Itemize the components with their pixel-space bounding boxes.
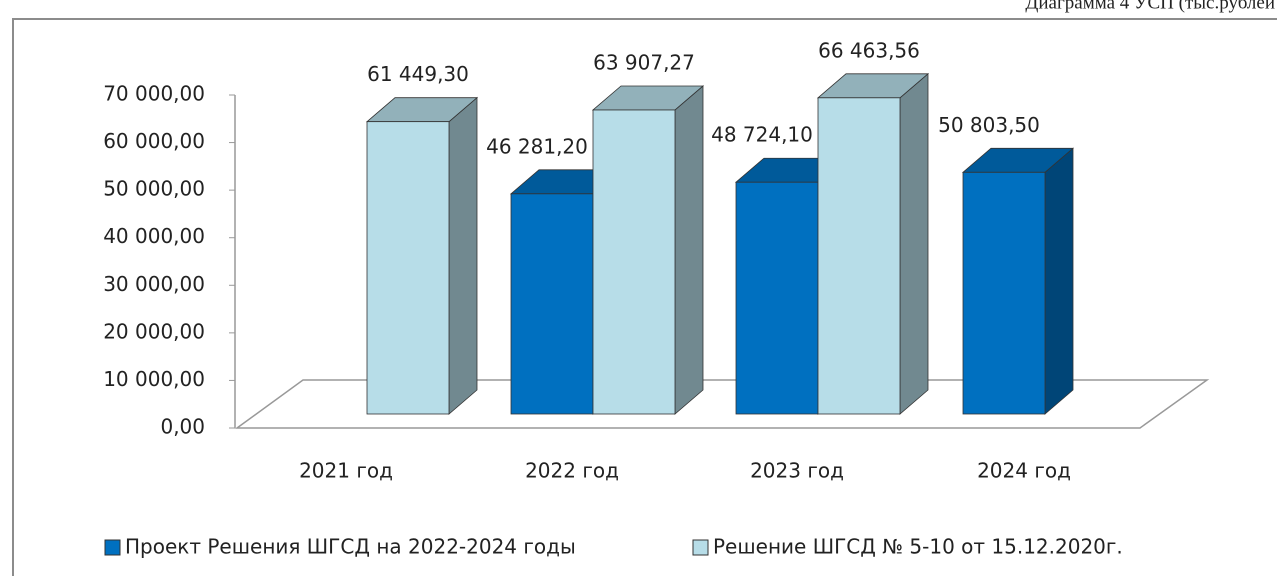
value-label: 63 907,27 xyxy=(593,50,695,74)
legend-label: Проект Решения ШГСД на 2022-2024 годы xyxy=(125,535,576,559)
value-label: 50 803,50 xyxy=(938,113,1040,137)
chart-frame xyxy=(12,18,1277,576)
legend-label: Решение ШГСД № 5-10 от 15.12.2020г. xyxy=(713,535,1123,559)
legend-swatch xyxy=(692,539,709,556)
legend-swatch xyxy=(104,539,121,556)
value-label: 66 463,56 xyxy=(818,38,920,62)
y-tick-label: 30 000,00 xyxy=(103,272,205,296)
x-tick-label: 2024 год xyxy=(977,459,1071,483)
bar-side xyxy=(899,72,929,415)
y-tick-label: 50 000,00 xyxy=(103,177,205,201)
y-tick-label: 60 000,00 xyxy=(103,129,205,153)
y-tick-label: 0,00 xyxy=(160,415,205,439)
bar xyxy=(366,121,450,415)
bar xyxy=(510,193,594,415)
bar xyxy=(962,171,1046,415)
y-tick-label: 40 000,00 xyxy=(103,224,205,248)
x-tick-label: 2022 год xyxy=(525,459,619,483)
bar-side xyxy=(674,85,704,415)
y-tick-label: 70 000,00 xyxy=(103,82,205,106)
y-tick-label: 10 000,00 xyxy=(103,367,205,391)
y-tick-label: 20 000,00 xyxy=(103,319,205,343)
chart-title: Диаграмма 4 УСП (тыс.рублей xyxy=(1025,0,1275,13)
value-label: 61 449,30 xyxy=(367,62,469,86)
bar-side xyxy=(448,96,478,415)
x-tick-label: 2023 год xyxy=(750,459,844,483)
value-label: 46 281,20 xyxy=(486,134,588,158)
bar xyxy=(592,109,676,415)
bar xyxy=(817,97,901,415)
value-label: 48 724,10 xyxy=(711,123,813,147)
x-tick-label: 2021 год xyxy=(299,459,393,483)
bar-side xyxy=(1044,147,1074,415)
bar xyxy=(735,181,819,415)
